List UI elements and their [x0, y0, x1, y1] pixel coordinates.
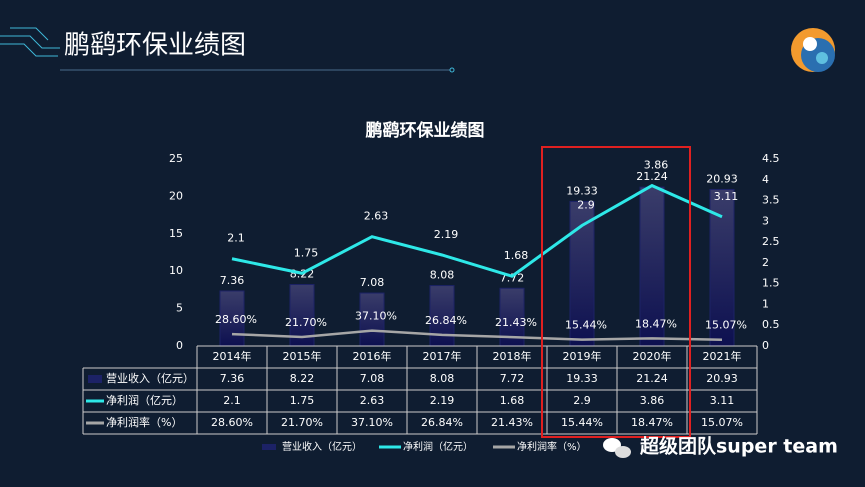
table-cell: 15.44%: [561, 416, 603, 429]
bar-value-label: 21.24: [636, 170, 668, 183]
table-cell: 21.24: [636, 372, 668, 385]
slide-title: 鹏鹞环保业绩图: [64, 31, 246, 61]
table-cell: 19.33: [566, 372, 598, 385]
bar: [639, 186, 665, 347]
x-tick-label: 2016年: [353, 349, 392, 363]
line-value-label: 18.47%: [635, 317, 677, 330]
table-cell: 2.63: [360, 394, 385, 407]
legend-label: 净利润（亿元）: [403, 440, 473, 453]
table-cell: 7.36: [220, 372, 245, 385]
data-table: 2014年 2015年 2016年 2017年 2018年 2019年 2020年 2021年…: [82, 345, 758, 435]
line: [231, 329, 723, 341]
line-value-label: 28.60%: [215, 313, 257, 326]
y-tick-label: 0: [176, 339, 183, 352]
y2-tick-label: 4: [762, 173, 769, 186]
table-cell: 18.47%: [631, 416, 673, 429]
x-tick-label: 2017年: [423, 349, 462, 363]
legend-label: 净利润率（%）: [517, 440, 587, 453]
line-value-label: 2.9: [577, 198, 595, 211]
table-row-header: 营业收入（亿元）: [106, 371, 194, 385]
table-key: [88, 375, 102, 383]
circuit-decoration: [0, 27, 455, 73]
table-cell: 8.08: [430, 372, 455, 385]
y-tick-label: 15: [169, 227, 183, 240]
x-tick-label: 2019年: [563, 349, 602, 363]
y2-tick-label: 3.5: [762, 194, 780, 207]
bar: [359, 292, 385, 347]
line-value-label: 1.68: [504, 249, 529, 262]
legend-label: 营业收入（亿元）: [282, 440, 362, 453]
table-cell: 21.70%: [281, 416, 323, 429]
y2-tick-label: 3: [762, 214, 769, 227]
table-cell: 2.1: [223, 394, 241, 407]
bar-value-label: 19.33: [566, 184, 598, 197]
table-cell: 37.10%: [351, 416, 393, 429]
table-cell: 21.43%: [491, 416, 533, 429]
wechat-icon: [603, 438, 631, 458]
y2-tick-label: 2: [762, 256, 769, 269]
y2-tick-label: 4.5: [762, 152, 780, 165]
legend-key: [262, 444, 276, 450]
table-cell: 20.93: [706, 372, 738, 385]
bar-value-label: 20.93: [706, 172, 738, 185]
table-cell: 26.84%: [421, 416, 463, 429]
table-cell: 3.11: [710, 394, 735, 407]
line-value-label: 2.63: [364, 210, 389, 223]
table-cell: 28.60%: [211, 416, 253, 429]
table-cell: 7.08: [360, 372, 385, 385]
y2-tick-label: 1: [762, 297, 769, 310]
y-tick-label: 10: [169, 264, 183, 277]
chart-title: 鹏鹞环保业绩图: [366, 120, 485, 141]
x-tick-label: 2014年: [213, 349, 252, 363]
table-cell: 2.9: [573, 394, 591, 407]
y2-tick-label: 1.5: [762, 277, 780, 290]
table-cell: 8.22: [290, 372, 315, 385]
table-row-header: 净利润（亿元）: [106, 393, 183, 407]
x-tick-label: 2018年: [493, 349, 532, 363]
line-value-label: 3.11: [714, 190, 739, 203]
line-value-label: 26.84%: [425, 314, 467, 327]
line-value-label: 37.10%: [355, 310, 397, 323]
plot: 0 5 10 15 20 25 0 0.5 1 1.5 2 2.5 3 3.5 4 4.5 7.36 8.22 7.…: [82, 152, 780, 453]
table-row-header: 净利润率（%）: [106, 415, 182, 429]
brand-text: 超级团队super team: [639, 435, 838, 458]
line-value-label: 15.44%: [565, 319, 607, 332]
line-value-label: 2.1: [227, 232, 245, 245]
bar-value-label: 7.36: [220, 274, 245, 287]
line-value-label: 3.86: [644, 159, 669, 172]
highlight-box: [541, 146, 691, 438]
logo: [791, 28, 835, 72]
line: [231, 183, 723, 278]
table-cell: 3.86: [640, 394, 665, 407]
line-value-label: 15.07%: [705, 319, 747, 332]
y-tick-label: 5: [176, 302, 183, 315]
x-tick-label: 2020年: [633, 349, 672, 363]
line-value-label: 1.75: [294, 246, 319, 259]
table-cell: 15.07%: [701, 416, 743, 429]
bar-value-label: 7.08: [360, 276, 385, 289]
bar-value-label: 8.08: [430, 269, 455, 282]
table-cell: 1.75: [290, 394, 315, 407]
y2-tick-label: 0.5: [762, 318, 780, 331]
table-cell: 7.72: [500, 372, 525, 385]
x-tick-label: 2021年: [703, 349, 742, 363]
line-value-label: 2.19: [434, 228, 459, 241]
table-cell: 1.68: [500, 394, 525, 407]
line-value-label: 21.43%: [495, 316, 537, 329]
y2-tick-label: 0: [762, 339, 769, 352]
line-value-label: 21.70%: [285, 316, 327, 329]
y2-tick-label: 2.5: [762, 235, 780, 248]
y-tick-label: 25: [169, 152, 183, 165]
table-cell: 2.19: [430, 394, 455, 407]
x-tick-label: 2015年: [283, 349, 322, 363]
y-tick-label: 20: [169, 189, 183, 202]
